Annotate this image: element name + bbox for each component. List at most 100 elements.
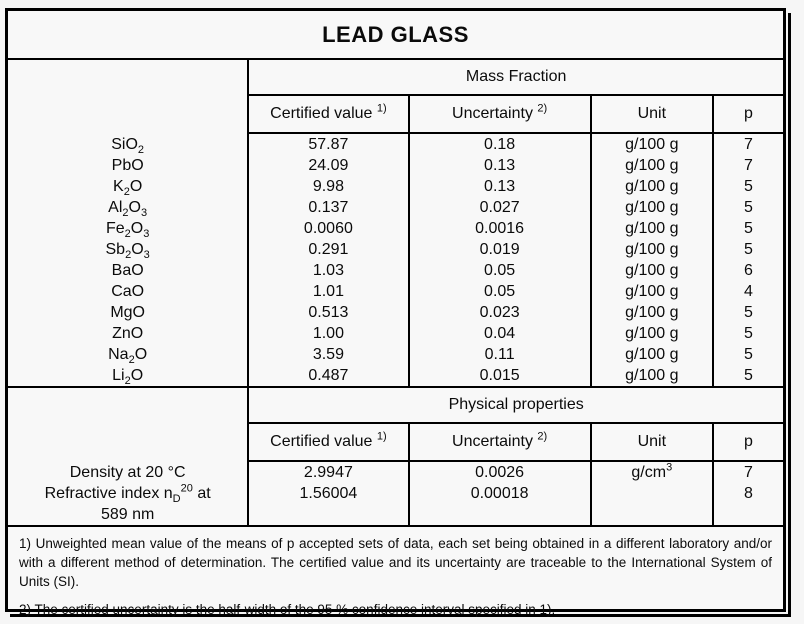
p-value: 5 [711,323,783,344]
unit-value: g/100 g [589,197,713,218]
component-formula: MgO [110,304,145,321]
empty-stub-cell [8,59,248,133]
uncertainty-value: 0.023 [407,302,591,323]
uncertainty-value: 0.027 [407,197,591,218]
uncertainty-value: 0.13 [407,155,591,176]
column-header-uncertainty: Uncertainty 2) [407,95,591,134]
page-title: LEAD GLASS [8,11,783,60]
footnotes-row: 1) Unweighted mean value of the means of… [8,526,783,619]
mass-fraction-header-row: Certified value 1) Uncertainty 2) Unit p [8,95,783,134]
unit-value: g/100 g [589,302,713,323]
component-formula: PbO [111,157,144,174]
certified-value: 1.03 [247,260,409,281]
uncertainty-value: 0.05 [407,260,591,281]
component-formula: BaO [111,262,144,279]
component-formula: Li2O [8,365,249,388]
p-value: 5 [711,239,783,260]
p-value: 8 [711,483,783,527]
table-row: SiO2 57.87 0.18 g/100 g 7 [8,133,783,155]
physical-properties-header-row: Certified value 1) Uncertainty 2) Unit p [8,423,783,462]
unit-value: g/100 g [589,365,713,388]
certified-value: 1.56004 [247,483,409,527]
p-value: 5 [711,197,783,218]
unit-value: g/100 g [589,260,713,281]
unit-value: g/100 g [589,176,713,197]
table-row: Sb2O3 0.291 0.019 g/100 g 5 [8,239,783,260]
p-value: 5 [711,365,783,388]
unit-value: g/cm3 [589,461,713,483]
table-row: ZnO 1.00 0.04 g/100 g 5 [8,323,783,344]
property-label: Refractive index nD20 at 589 nm [8,483,249,527]
p-value: 7 [711,155,783,176]
p-value: 5 [711,176,783,197]
table-row: Fe2O3 0.0060 0.0016 g/100 g 5 [8,218,783,239]
table-row: BaO 1.03 0.05 g/100 g 6 [8,260,783,281]
footnote-2: 2) The certified uncertainty is the half… [19,602,556,617]
uncertainty-value: 0.11 [407,344,591,365]
table-row: Density at 20 °C 2.9947 0.0026 g/cm3 7 [8,461,783,483]
uncertainty-value: 0.00018 [407,483,591,527]
component-formula: Na2O [108,346,148,365]
p-value: 5 [711,344,783,365]
unit-value: g/100 g [589,133,713,155]
certified-value: 57.87 [247,133,409,155]
table-row: MgO 0.513 0.023 g/100 g 5 [8,302,783,323]
p-value: 5 [711,218,783,239]
certificate-table-frame: LEAD GLASS Mass Fraction Certified value… [5,8,786,617]
uncertainty-value: 0.0026 [407,461,591,483]
column-header-p: p [711,423,783,462]
component-formula: Fe2O3 [105,220,150,239]
certified-value: 3.59 [247,344,409,365]
component-formula: CaO [111,283,145,300]
uncertainty-value: 0.04 [407,323,591,344]
footnote-1: 1) Unweighted mean value of the means of… [19,536,772,589]
empty-stub-cell [8,387,248,461]
certificate-table: LEAD GLASS Mass Fraction Certified value… [8,11,783,619]
uncertainty-value: 0.05 [407,281,591,302]
column-header-unit: Unit [589,95,713,134]
uncertainty-value: 0.13 [407,176,591,197]
certified-value: 0.513 [247,302,409,323]
certified-value: 2.9947 [247,461,409,483]
physical-properties-section-row: Physical properties [8,387,783,424]
p-value: 6 [711,260,783,281]
uncertainty-value: 0.0016 [407,218,591,239]
unit-value: g/100 g [589,239,713,260]
column-header-certified-value: Certified value 1) [247,95,409,134]
certified-value: 0.137 [247,197,409,218]
component-formula: Sb2O3 [105,241,150,260]
certified-value: 0.0060 [247,218,409,239]
certified-value: 9.98 [247,176,409,197]
table-row: Al2O3 0.137 0.027 g/100 g 5 [8,197,783,218]
table-row: Na2O 3.59 0.11 g/100 g 5 [8,344,783,365]
p-value: 5 [711,302,783,323]
uncertainty-value: 0.18 [407,133,591,155]
unit-value [589,483,713,527]
certified-value: 24.09 [247,155,409,176]
table-row: PbO 24.09 0.13 g/100 g 7 [8,155,783,176]
table-row: Refractive index nD20 at 589 nm 1.56004 0… [8,483,783,527]
component-formula: Al2O3 [108,199,148,218]
certified-value: 1.00 [247,323,409,344]
p-value: 7 [711,461,783,483]
unit-value: g/100 g [589,218,713,239]
footnotes-cell: 1) Unweighted mean value of the means of… [8,526,783,619]
column-header-uncertainty: Uncertainty 2) [407,423,591,462]
unit-value: g/100 g [589,344,713,365]
uncertainty-value: 0.015 [407,365,591,388]
column-header-certified-value: Certified value 1) [247,423,409,462]
unit-value: g/100 g [589,155,713,176]
component-formula: K2O [113,178,143,197]
column-header-unit: Unit [589,423,713,462]
p-value: 7 [711,133,783,155]
table-row: Li2O 0.487 0.015 g/100 g 5 [8,365,783,388]
unit-value: g/100 g [589,281,713,302]
certified-value: 0.291 [247,239,409,260]
component-formula: ZnO [112,325,144,342]
p-value: 4 [711,281,783,302]
certified-value: 1.01 [247,281,409,302]
property-label: Density at 20 °C [69,463,186,481]
table-title-row: LEAD GLASS [8,11,783,60]
table-row: CaO 1.01 0.05 g/100 g 4 [8,281,783,302]
component-formula: SiO2 [111,135,145,156]
